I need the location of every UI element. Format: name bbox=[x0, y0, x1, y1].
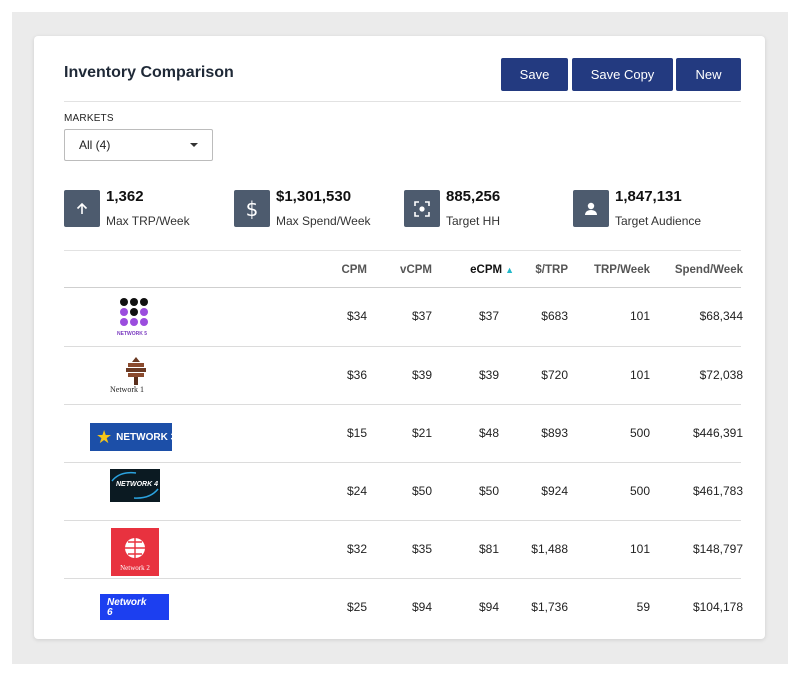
arrow-up-icon bbox=[64, 190, 100, 227]
stat-value: 1,362 bbox=[106, 188, 144, 205]
network-5-logo: NETWORK 5 bbox=[117, 298, 151, 338]
cell-ecpm: $50 bbox=[478, 484, 499, 498]
stat-label: Max Spend/Week bbox=[276, 214, 371, 228]
column-header-ecpm-label: eCPM bbox=[470, 264, 503, 276]
column-header-cpm[interactable]: CPM bbox=[341, 264, 367, 276]
header-divider bbox=[64, 101, 741, 102]
cell-spend-week: $446,391 bbox=[692, 426, 743, 440]
cell-ecpm: $81 bbox=[478, 542, 499, 556]
network-2-logo: Network 2 bbox=[111, 528, 159, 576]
table-header-divider bbox=[64, 287, 741, 288]
cell-trp-week: 101 bbox=[629, 542, 650, 556]
sort-ascending-icon: ▲ bbox=[505, 265, 514, 275]
cell-cpm: $36 bbox=[346, 368, 367, 382]
cell-trp-week: 59 bbox=[636, 600, 650, 614]
star-icon: ★ bbox=[96, 426, 113, 448]
markets-select[interactable]: All (4) bbox=[64, 129, 213, 161]
row-divider bbox=[64, 462, 741, 463]
logo-text: Network 2 bbox=[120, 564, 150, 572]
network-4-logo: NETWORK 4 bbox=[110, 469, 160, 502]
cell-ecpm: $37 bbox=[478, 309, 499, 323]
logo-text: NETWORK 5 bbox=[117, 331, 147, 337]
cell-vcpm: $94 bbox=[411, 600, 432, 614]
stat-label: Target Audience bbox=[615, 214, 702, 228]
cell-ecpm: $94 bbox=[478, 600, 499, 614]
cell-vcpm: $35 bbox=[411, 542, 432, 556]
cell-per-trp: $1,736 bbox=[531, 600, 568, 614]
cell-per-trp: $1,488 bbox=[531, 542, 568, 556]
logo-text: NETWORK 4 bbox=[116, 481, 158, 488]
logo-text: Network 6 bbox=[107, 597, 147, 618]
cell-cpm: $25 bbox=[346, 600, 367, 614]
cell-ecpm: $48 bbox=[478, 426, 499, 440]
stat-label: Max TRP/Week bbox=[106, 214, 190, 228]
network-3-logo: ★ NETWORK 3 bbox=[90, 423, 176, 451]
markets-selected-value: All (4) bbox=[79, 138, 111, 152]
cell-cpm: $24 bbox=[346, 484, 367, 498]
cell-trp-week: 500 bbox=[629, 484, 650, 498]
network-6-logo: Network 6 bbox=[100, 594, 169, 620]
save-copy-button[interactable]: Save Copy bbox=[572, 58, 673, 91]
chevron-down-icon bbox=[190, 143, 198, 147]
logo-text: NETWORK 3 bbox=[116, 431, 177, 443]
cell-trp-week: 101 bbox=[629, 368, 650, 382]
markets-label: MARKETS bbox=[64, 113, 114, 124]
network-1-logo: Network 1 bbox=[110, 355, 162, 397]
cell-per-trp: $924 bbox=[541, 484, 568, 498]
inventory-comparison-card: Inventory Comparison Save Save Copy New … bbox=[34, 36, 765, 639]
cell-cpm: $34 bbox=[346, 309, 367, 323]
cell-vcpm: $50 bbox=[411, 484, 432, 498]
cell-spend-week: $68,344 bbox=[699, 309, 743, 323]
cell-trp-week: 101 bbox=[629, 309, 650, 323]
row-divider bbox=[64, 346, 741, 347]
cell-per-trp: $893 bbox=[541, 426, 568, 440]
cell-cpm: $15 bbox=[346, 426, 367, 440]
stat-value: 885,256 bbox=[446, 188, 501, 205]
person-icon bbox=[573, 190, 609, 227]
target-frame-icon bbox=[404, 190, 440, 227]
dollar-icon: $ bbox=[234, 190, 270, 227]
logo-text: Network 1 bbox=[110, 385, 144, 394]
row-divider bbox=[64, 404, 741, 405]
cell-vcpm: $21 bbox=[411, 426, 432, 440]
cell-cpm: $32 bbox=[346, 542, 367, 556]
cell-spend-week: $104,178 bbox=[692, 600, 743, 614]
column-header-trp-week[interactable]: TRP/Week bbox=[593, 264, 650, 276]
column-header-spend-week[interactable]: Spend/Week bbox=[674, 264, 743, 276]
column-header-ecpm[interactable]: eCPM ▲ bbox=[470, 264, 514, 276]
column-header-per-trp[interactable]: $/TRP bbox=[535, 264, 568, 276]
new-button[interactable]: New bbox=[676, 58, 741, 91]
column-header-vcpm[interactable]: vCPM bbox=[400, 264, 432, 276]
stat-value: 1,847,131 bbox=[615, 188, 682, 205]
stat-label: Target HH bbox=[446, 214, 501, 228]
cell-vcpm: $39 bbox=[411, 368, 432, 382]
cell-ecpm: $39 bbox=[478, 368, 499, 382]
cell-trp-week: 500 bbox=[629, 426, 650, 440]
cell-spend-week: $461,783 bbox=[692, 484, 743, 498]
page-title: Inventory Comparison bbox=[64, 64, 234, 81]
cell-spend-week: $148,797 bbox=[692, 542, 743, 556]
cell-vcpm: $37 bbox=[411, 309, 432, 323]
stat-value: $1,301,530 bbox=[276, 188, 352, 205]
cell-spend-week: $72,038 bbox=[699, 368, 743, 382]
cell-per-trp: $720 bbox=[541, 368, 568, 382]
row-divider bbox=[64, 578, 741, 579]
stats-divider bbox=[64, 250, 741, 251]
cell-per-trp: $683 bbox=[541, 309, 568, 323]
row-divider bbox=[64, 520, 741, 521]
save-button[interactable]: Save bbox=[501, 58, 568, 91]
